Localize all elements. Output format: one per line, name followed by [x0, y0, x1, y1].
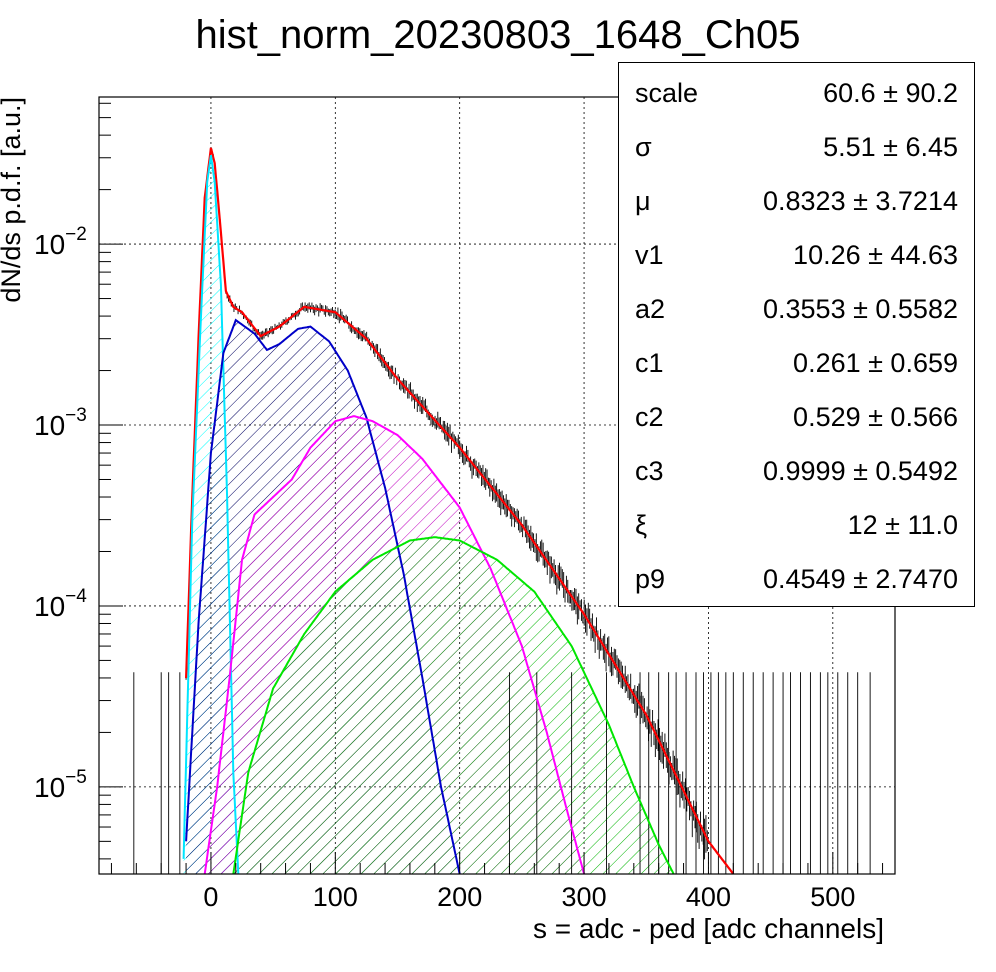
- stat-row: ξ 12 ± 11.0: [619, 505, 974, 545]
- stat-row: c2 0.529 ± 0.566: [619, 397, 974, 437]
- chart-title: hist_norm_20230803_1648_Ch05: [196, 13, 801, 57]
- stat-value: 0.529 ± 0.566: [793, 402, 958, 432]
- stat-name: c2: [635, 402, 664, 432]
- stat-row: σ 5.51 ± 6.45: [619, 127, 974, 167]
- y-tick-label: 10−3: [34, 405, 87, 441]
- x-tick-label: 200: [437, 882, 482, 912]
- stat-name: μ: [635, 186, 651, 216]
- fit-curves: [182, 147, 735, 874]
- stat-row: c3 0.9999 ± 0.5492: [619, 451, 974, 491]
- stat-value: 60.6 ± 90.2: [823, 78, 958, 108]
- component-curve: [203, 415, 586, 874]
- stat-value: 0.261 ± 0.659: [793, 348, 958, 378]
- x-tick-label: 0: [203, 882, 218, 912]
- stat-name: c3: [635, 456, 664, 486]
- stat-value: 0.3553 ± 0.5582: [763, 294, 958, 324]
- stat-name: a2: [635, 294, 666, 324]
- component-fill: [233, 537, 674, 874]
- fit-stats-box: scale 60.6 ± 90.2 σ 5.51 ± 6.45 μ 0.8323…: [618, 62, 975, 607]
- y-tick-label: 10−5: [34, 767, 87, 803]
- stat-row: p9 0.4549 ± 2.7470: [619, 559, 974, 599]
- x-tick-label: 400: [686, 882, 731, 912]
- stat-name: ξ: [635, 510, 648, 540]
- stat-value: 0.8323 ± 3.7214: [763, 186, 958, 216]
- stat-value: 0.9999 ± 0.5492: [763, 456, 958, 486]
- stat-value: 12 ± 11.0: [847, 510, 958, 540]
- stat-name: c1: [635, 348, 664, 378]
- stat-value: 0.4549 ± 2.7470: [763, 564, 958, 594]
- component-fills: [183, 155, 674, 874]
- x-tick-label: 500: [810, 882, 855, 912]
- y-axis: 10−2 10−3 10−4 10−5: [34, 102, 123, 860]
- stat-name: scale: [635, 78, 699, 108]
- component-curve: [185, 318, 461, 874]
- stat-row: a2 0.3553 ± 0.5582: [619, 289, 974, 329]
- component-curve: [182, 155, 240, 874]
- stat-name: v1: [635, 240, 664, 270]
- stat-row: scale 60.6 ± 90.2: [619, 73, 974, 113]
- x-tick-label: 100: [313, 882, 358, 912]
- y-tick-label: 10−4: [34, 586, 87, 622]
- stat-row: v1 10.26 ± 44.63: [619, 235, 974, 275]
- x-tick-label: 300: [562, 882, 607, 912]
- stat-row: c1 0.261 ± 0.659: [619, 343, 974, 383]
- y-axis-label: dN/ds p.d.f. [a.u.]: [0, 97, 26, 303]
- stat-name: σ: [635, 132, 652, 162]
- histogram-bins: [133, 148, 871, 874]
- stat-value: 5.51 ± 6.45: [823, 132, 958, 162]
- y-tick-label: 10−2: [34, 224, 87, 260]
- x-axis: 0 100 200 300 400 500: [110, 852, 884, 912]
- stat-value: 10.26 ± 44.63: [793, 240, 958, 270]
- x-axis-label: s = adc - ped [adc channels]: [533, 913, 884, 944]
- stat-name: p9: [635, 564, 666, 594]
- total-fit-curve: [185, 147, 735, 874]
- stat-row: μ 0.8323 ± 3.7214: [619, 181, 974, 221]
- component-curve: [232, 536, 675, 874]
